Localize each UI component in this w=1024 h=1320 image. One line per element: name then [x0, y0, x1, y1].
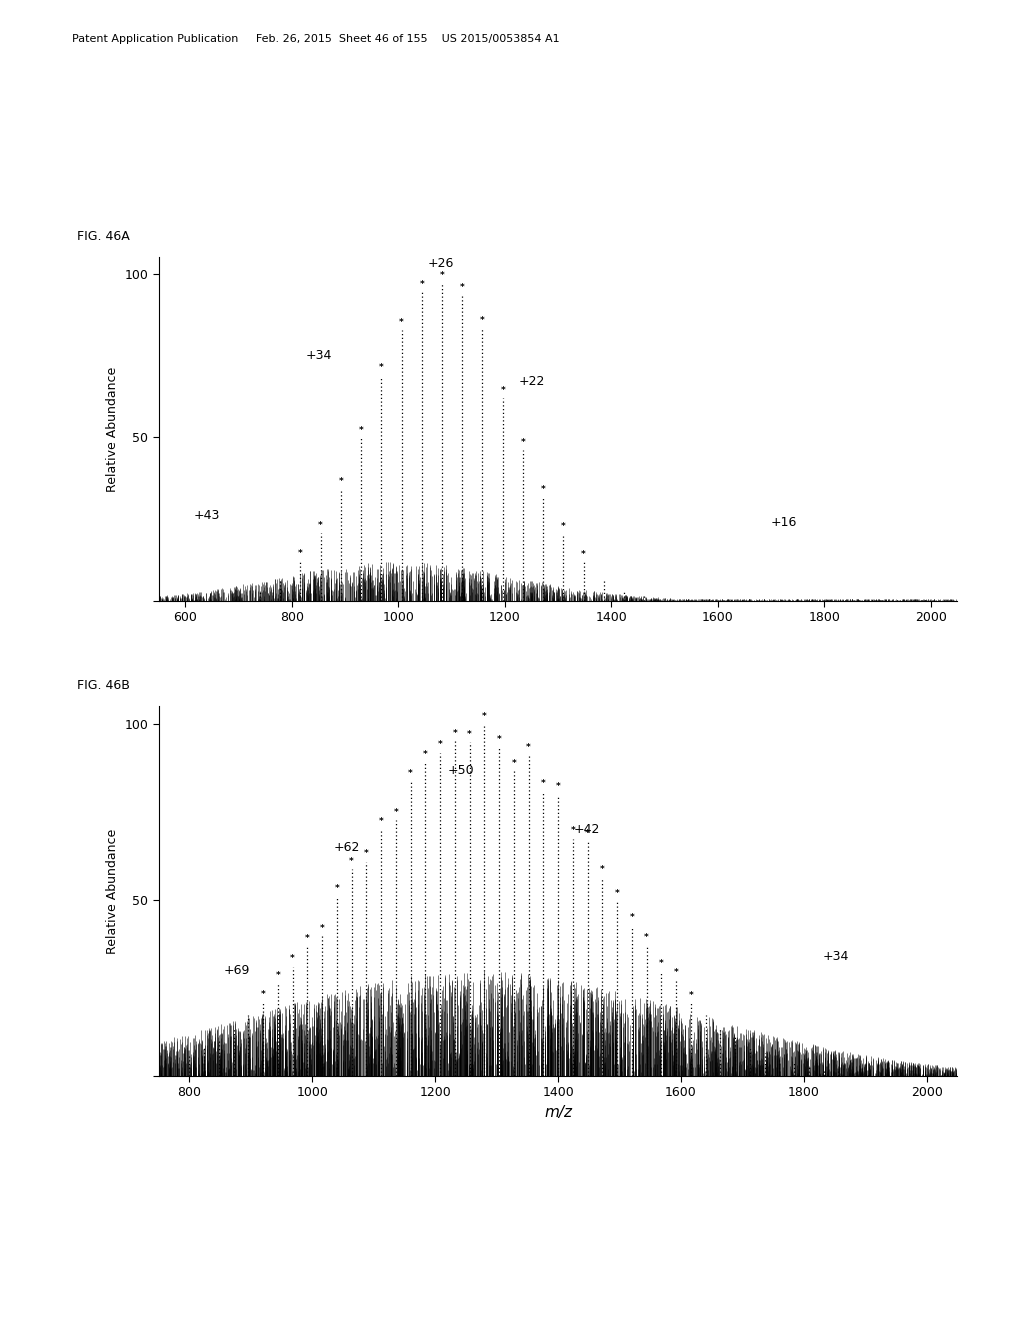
Text: *: * [497, 735, 502, 744]
Text: +50: +50 [447, 763, 474, 776]
Text: *: * [335, 884, 339, 894]
Text: *: * [379, 817, 384, 826]
Text: *: * [600, 865, 605, 874]
Text: *: * [541, 780, 546, 788]
Text: *: * [423, 750, 428, 759]
Text: +22: +22 [518, 375, 545, 388]
Text: *: * [501, 387, 505, 395]
Text: *: * [409, 770, 413, 777]
Text: *: * [614, 888, 620, 898]
Y-axis label: Relative Abundance: Relative Abundance [105, 829, 119, 953]
Text: *: * [520, 438, 525, 447]
Text: *: * [644, 933, 649, 942]
Text: *: * [339, 478, 343, 487]
Text: *: * [453, 729, 458, 738]
Text: *: * [460, 282, 465, 292]
Text: *: * [261, 990, 265, 999]
Text: *: * [358, 426, 364, 434]
Text: *: * [290, 954, 295, 964]
Text: *: * [379, 363, 384, 372]
Text: *: * [467, 730, 472, 739]
Text: *: * [349, 857, 354, 866]
Text: *: * [674, 968, 679, 977]
Text: +62: +62 [334, 841, 360, 854]
Text: +26: +26 [428, 257, 454, 271]
Text: *: * [437, 741, 442, 748]
Text: *: * [482, 713, 486, 721]
Text: *: * [526, 743, 531, 752]
Text: *: * [298, 549, 303, 558]
Text: *: * [585, 829, 590, 838]
Text: *: * [393, 808, 398, 817]
Text: +34: +34 [822, 950, 849, 964]
Text: *: * [658, 960, 664, 968]
Text: *: * [511, 759, 516, 768]
Text: *: * [480, 317, 484, 325]
Text: FIG. 46B: FIG. 46B [77, 678, 130, 692]
Text: *: * [319, 924, 325, 933]
Text: *: * [556, 783, 560, 791]
Text: +43: +43 [194, 510, 220, 523]
Text: *: * [688, 990, 693, 999]
Text: *: * [570, 826, 575, 836]
Text: +16: +16 [771, 516, 798, 529]
Y-axis label: Relative Abundance: Relative Abundance [105, 367, 119, 491]
Text: *: * [439, 271, 444, 280]
Text: *: * [318, 521, 323, 529]
Text: Patent Application Publication     Feb. 26, 2015  Sheet 46 of 155    US 2015/005: Patent Application Publication Feb. 26, … [72, 34, 559, 45]
Text: *: * [420, 280, 424, 289]
Text: *: * [275, 972, 281, 979]
Text: *: * [305, 935, 310, 944]
Text: *: * [364, 849, 369, 858]
Text: FIG. 46A: FIG. 46A [77, 230, 130, 243]
Text: *: * [561, 521, 566, 531]
X-axis label: m/z: m/z [544, 1105, 572, 1119]
Text: +34: +34 [305, 348, 332, 362]
Text: +69: +69 [223, 964, 250, 977]
Text: *: * [399, 318, 403, 327]
Text: +42: +42 [573, 824, 600, 837]
Text: *: * [630, 913, 634, 923]
Text: *: * [582, 550, 586, 558]
Text: *: * [541, 484, 546, 494]
